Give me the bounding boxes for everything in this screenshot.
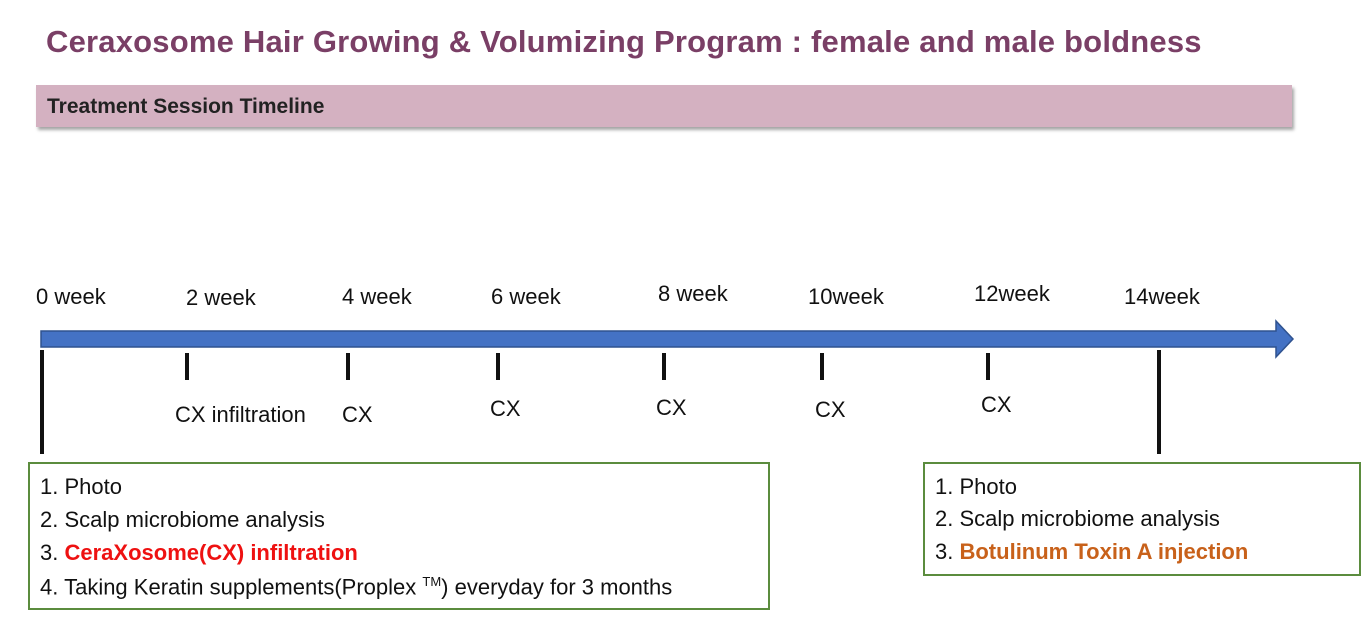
highlight-text: CeraXosome(CX) infiltration [64,540,358,565]
list-item: 4. Taking Keratin supplements(Proplex TM… [40,574,673,600]
week-label-8: 8 week [658,281,728,306]
banner-label: Treatment Session Timeline [47,95,325,118]
session-label-week-6: CX [490,396,521,421]
week-label-14: 14week [1124,284,1200,309]
tick-week-10 [820,353,824,380]
initial-session-box: 1. Photo 2. Scalp microbiome analysis 3.… [28,462,770,610]
session-label-week-2: CX infiltration [175,402,306,427]
list-item: 1. Photo [935,474,1017,499]
week-label-2: 2 week [186,285,256,310]
list-item: 3. CeraXosome(CX) infiltration [40,540,358,565]
week-label-0: 0 week [36,284,106,309]
week-label-4: 4 week [342,284,412,309]
session-label-week-10: CX [815,397,846,422]
week-label-6: 6 week [491,284,561,309]
timeline-arrow-shape [40,319,1295,359]
tick-week-14 [1157,350,1161,454]
list-item: 2. Scalp microbiome analysis [40,507,325,532]
tick-week-8 [662,353,666,380]
tick-week-0 [40,350,44,454]
session-label-week-8: CX [656,395,687,420]
list-item: 3. Botulinum Toxin A injection [935,539,1249,564]
session-label-week-4: CX [342,402,373,427]
list-item: 2. Scalp microbiome analysis [935,506,1220,531]
tick-week-12 [986,353,990,380]
week-label-12: 12week [974,281,1050,306]
tick-week-6 [496,353,500,380]
list-item: 1. Photo [40,474,122,499]
tick-week-4 [346,353,350,380]
week-label-10: 10week [808,284,884,309]
section-banner: Treatment Session Timeline [36,85,1292,127]
session-label-week-12: CX [981,392,1012,417]
final-session-box: 1. Photo 2. Scalp microbiome analysis 3.… [923,462,1361,576]
tick-week-2 [185,353,189,380]
page-title: Ceraxosome Hair Growing & Volumizing Pro… [46,24,1202,59]
trademark-superscript: TM [422,574,442,589]
highlight-text: Botulinum Toxin A injection [959,539,1249,564]
